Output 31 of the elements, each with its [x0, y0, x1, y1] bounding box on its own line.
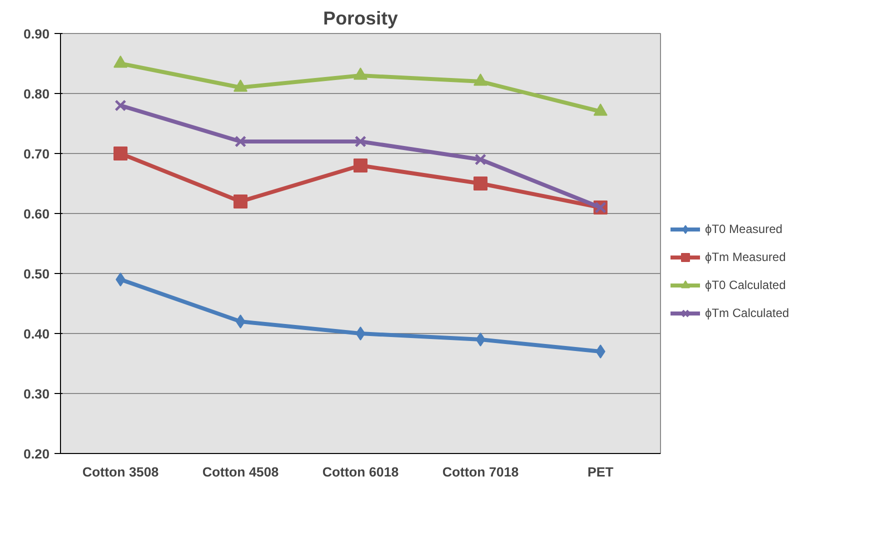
- point: [354, 136, 366, 148]
- legend-label: ϕT0 Calculated: [705, 278, 786, 292]
- x-tick-label: Cotton 3508: [82, 464, 159, 480]
- y-tick-label: 0.80: [24, 86, 50, 102]
- point: [476, 332, 486, 346]
- x-tick-label: PET: [588, 464, 614, 480]
- y-tick-label: 0.50: [24, 266, 50, 282]
- legend-label: ϕTm Measured: [705, 250, 786, 264]
- point: [234, 136, 246, 148]
- point: [116, 272, 126, 286]
- x-tick-label: Cotton 7018: [442, 464, 519, 480]
- point: [474, 154, 486, 166]
- x-tick-label: Cotton 6018: [322, 464, 399, 480]
- point: [596, 344, 606, 358]
- point: [354, 158, 368, 172]
- point: [236, 314, 246, 328]
- chart-title: Porosity: [323, 8, 398, 28]
- point: [114, 146, 128, 160]
- y-tick-label: 0.30: [24, 386, 50, 402]
- point: [234, 194, 248, 208]
- y-tick-label: 0.20: [24, 446, 50, 462]
- point: [474, 176, 488, 190]
- y-tick-label: 0.40: [24, 326, 50, 342]
- y-tick-label: 0.90: [24, 26, 50, 42]
- point: [356, 326, 366, 340]
- y-tick-label: 0.60: [24, 206, 50, 222]
- point: [114, 100, 126, 112]
- y-tick-label: 0.70: [24, 146, 50, 162]
- legend-label: ϕT0 Measured: [705, 222, 782, 236]
- legend-label: ϕTm Calculated: [705, 306, 790, 320]
- x-tick-label: Cotton 4508: [202, 464, 279, 480]
